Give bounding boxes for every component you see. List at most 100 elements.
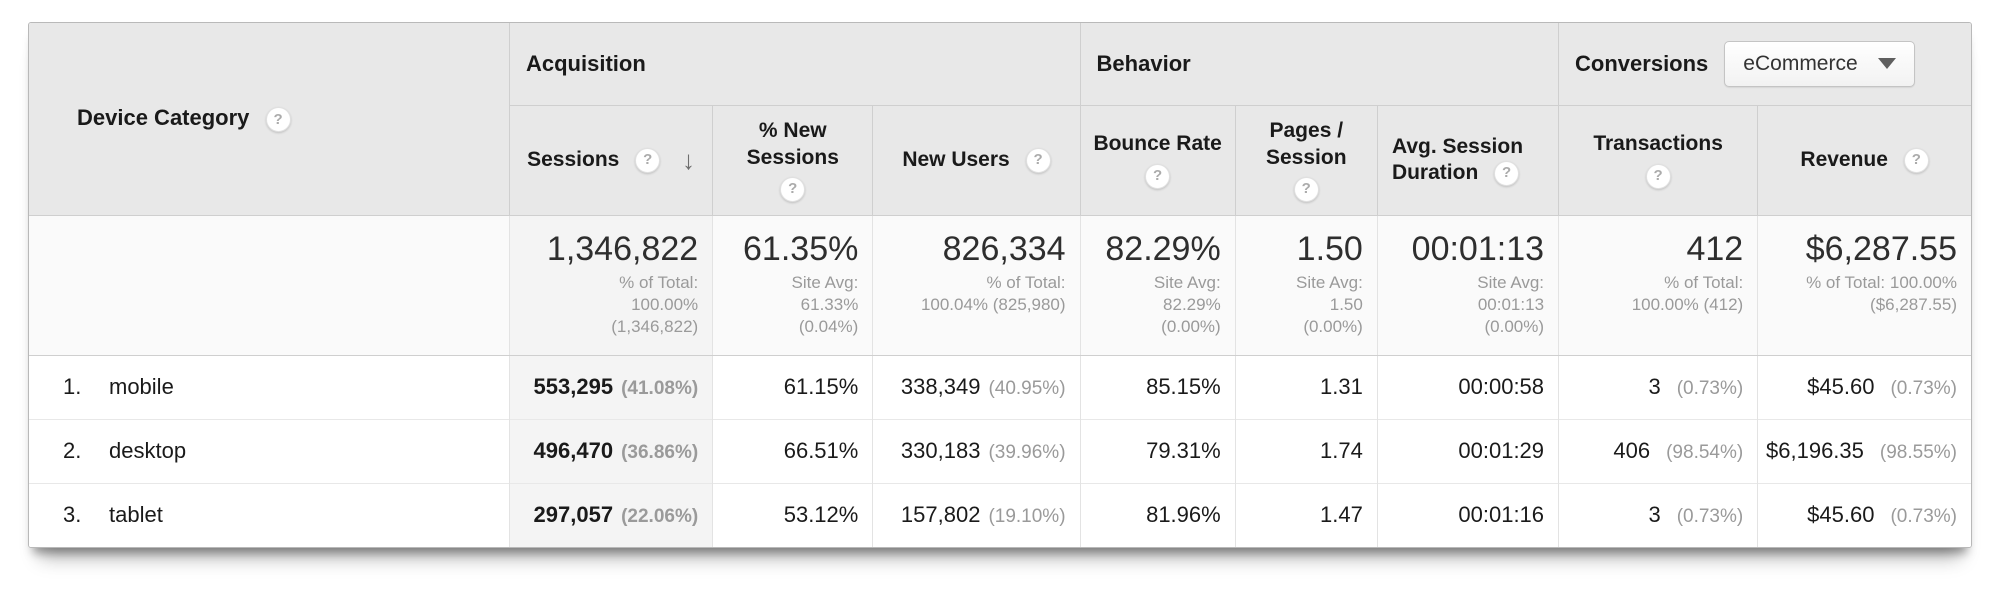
- summary-sessions: 1,346,822 % of Total: 100.00% (1,346,822): [508, 214, 713, 356]
- summary-sessions-subtext: % of Total: 100.00% (1,346,822): [611, 272, 699, 336]
- cell-revenue: $6,196.35 (98.55%): [1757, 418, 1971, 483]
- cell-avg-session-duration: 00:01:29: [1376, 418, 1559, 483]
- help-icon[interactable]: ?: [1145, 163, 1171, 189]
- device-cell-desktop: 2. desktop: [29, 418, 510, 483]
- summary-device-cell: [29, 214, 510, 356]
- cell-sessions: 553,295 (41.08%): [508, 355, 713, 419]
- row-rank: 2.: [63, 438, 82, 463]
- cell-avg-session-duration: 00:00:58: [1376, 355, 1559, 419]
- summary-row: 1,346,822 % of Total: 100.00% (1,346,822) …: [29, 214, 1971, 356]
- column-header-bounce-rate[interactable]: Bounce Rate ?: [1079, 105, 1236, 215]
- summary-pct-new-sessions-value: 61.35%: [743, 229, 859, 268]
- summary-avg-session-duration: 00:01:13 Site Avg: 00:01:13 (0.00%): [1376, 214, 1559, 356]
- row-rank: 3.: [63, 502, 82, 528]
- column-header-transactions[interactable]: Transactions ?: [1558, 105, 1758, 215]
- sort-descending-icon[interactable]: ↓: [682, 144, 696, 175]
- cell-pages-session: 1.31: [1234, 355, 1378, 419]
- sessions-column-label: Sessions: [527, 147, 620, 171]
- column-header-row: Sessions ? ↓ % New Sessions ? New Users …: [29, 105, 1971, 215]
- cell-transactions: 3 (0.73%): [1558, 355, 1758, 419]
- help-icon[interactable]: ?: [1645, 163, 1671, 189]
- summary-avg-session-duration-subtext: Site Avg: 00:01:13 (0.00%): [1477, 272, 1545, 336]
- device-category-table: Device Category ? Acquisition Behavior C…: [29, 23, 1971, 547]
- column-header-pct-new-sessions[interactable]: % New Sessions ?: [712, 105, 873, 215]
- cell-new-users: 338,349 (40.95%): [872, 355, 1081, 419]
- summary-transactions: 412 % of Total: 100.00% (412): [1558, 214, 1758, 356]
- table-row: 1. mobile 553,295 (41.08%) 61.15% 338,349(…: [29, 355, 1971, 419]
- summary-new-users: 826,334 % of Total: 100.04% (825,980): [872, 214, 1081, 356]
- summary-avg-session-duration-value: 00:01:13: [1411, 229, 1545, 268]
- help-glyph: ?: [1153, 166, 1163, 184]
- transactions-column-label: Transactions: [1593, 132, 1723, 156]
- help-glyph: ?: [273, 111, 283, 129]
- help-glyph: ?: [643, 150, 653, 168]
- table-row: 3. tablet 297,057 (22.06%) 53.12% 157,802(…: [29, 482, 1971, 547]
- cell-pct-new-sessions: 53.12%: [712, 482, 873, 547]
- cell-bounce-rate: 81.96%: [1079, 482, 1236, 547]
- device-link-desktop[interactable]: desktop: [109, 438, 187, 463]
- group-header-acquisition: Acquisition: [508, 23, 1081, 106]
- summary-bounce-rate-subtext: Site Avg: 82.29% (0.00%): [1153, 272, 1221, 336]
- new-users-column-label: New Users: [902, 147, 1010, 171]
- summary-new-users-subtext: % of Total: 100.04% (825,980): [920, 272, 1066, 314]
- column-header-pages-session[interactable]: Pages / Session ?: [1234, 105, 1378, 215]
- cell-sessions: 297,057 (22.06%): [508, 482, 713, 547]
- group-header-row: Device Category ? Acquisition Behavior C…: [29, 23, 1971, 215]
- help-icon[interactable]: ?: [1494, 160, 1520, 186]
- cell-pct-new-sessions: 66.51%: [712, 418, 873, 483]
- cell-sessions: 496,470 (36.86%): [508, 418, 713, 483]
- conversions-label: Conversions: [1575, 50, 1709, 76]
- column-header-device-category[interactable]: Device Category ?: [29, 23, 510, 215]
- summary-new-users-value: 826,334: [942, 229, 1066, 268]
- cell-pct-new-sessions: 61.15%: [712, 355, 873, 419]
- conversions-goal-dropdown[interactable]: eCommerce: [1724, 40, 1915, 87]
- device-category-label: Device Category: [77, 105, 250, 131]
- cell-avg-session-duration: 00:01:16: [1376, 482, 1559, 547]
- column-header-revenue[interactable]: Revenue ?: [1757, 105, 1971, 215]
- summary-bounce-rate: 82.29% Site Avg: 82.29% (0.00%): [1079, 214, 1236, 356]
- cell-bounce-rate: 79.31%: [1079, 418, 1236, 483]
- conversions-dropdown-value: eCommerce: [1743, 51, 1858, 75]
- help-icon[interactable]: ?: [635, 147, 661, 173]
- help-glyph: ?: [1911, 150, 1921, 168]
- pct-new-sessions-column-label: % New Sessions: [746, 119, 839, 169]
- row-rank: 1.: [63, 374, 82, 399]
- cell-pages-session: 1.47: [1234, 482, 1378, 547]
- dropdown-caret-icon: [1877, 58, 1896, 70]
- help-icon[interactable]: ?: [780, 176, 806, 202]
- summary-pages-session-subtext: Site Avg: 1.50 (0.00%): [1296, 272, 1363, 336]
- behavior-label: Behavior: [1096, 50, 1191, 76]
- revenue-column-label: Revenue: [1800, 147, 1888, 171]
- acquisition-label: Acquisition: [525, 50, 646, 76]
- column-header-new-users[interactable]: New Users ?: [872, 105, 1081, 215]
- help-glyph: ?: [1653, 166, 1663, 184]
- summary-pages-session: 1.50 Site Avg: 1.50 (0.00%): [1234, 214, 1378, 356]
- summary-revenue-value: $6,287.55: [1805, 229, 1957, 268]
- avg-session-duration-column-label: Avg. Session Duration: [1391, 134, 1524, 184]
- bounce-rate-column-label: Bounce Rate: [1093, 132, 1222, 156]
- help-icon[interactable]: ?: [1025, 147, 1051, 173]
- device-link-mobile[interactable]: mobile: [109, 374, 174, 399]
- cell-pages-session: 1.74: [1234, 418, 1378, 483]
- summary-pct-new-sessions: 61.35% Site Avg: 61.33% (0.04%): [712, 214, 873, 356]
- cell-transactions: 406 (98.54%): [1558, 418, 1758, 483]
- column-header-sessions[interactable]: Sessions ? ↓: [508, 105, 713, 215]
- summary-revenue-subtext: % of Total: 100.00% ($6,287.55): [1806, 272, 1957, 314]
- help-glyph: ?: [1301, 179, 1311, 197]
- cell-bounce-rate: 85.15%: [1079, 355, 1236, 419]
- group-header-behavior: Behavior: [1079, 23, 1559, 106]
- help-icon[interactable]: ?: [265, 107, 291, 133]
- summary-transactions-value: 412: [1686, 229, 1744, 268]
- summary-pages-session-value: 1.50: [1296, 229, 1363, 268]
- cell-new-users: 330,183 (39.96%): [872, 418, 1081, 483]
- help-icon[interactable]: ?: [1293, 176, 1319, 202]
- cell-transactions: 3 (0.73%): [1558, 482, 1758, 547]
- summary-sessions-value: 1,346,822: [546, 229, 699, 268]
- column-header-avg-session-duration[interactable]: Avg. Session Duration ?: [1376, 105, 1559, 215]
- help-glyph: ?: [1033, 150, 1043, 168]
- summary-transactions-subtext: % of Total: 100.00% (412): [1631, 272, 1744, 314]
- help-icon[interactable]: ?: [1903, 147, 1929, 173]
- summary-pct-new-sessions-subtext: Site Avg: 61.33% (0.04%): [791, 272, 859, 336]
- table-row: 2. desktop 496,470 (36.86%) 66.51% 330,183…: [29, 418, 1971, 483]
- device-link-tablet[interactable]: tablet: [109, 502, 163, 528]
